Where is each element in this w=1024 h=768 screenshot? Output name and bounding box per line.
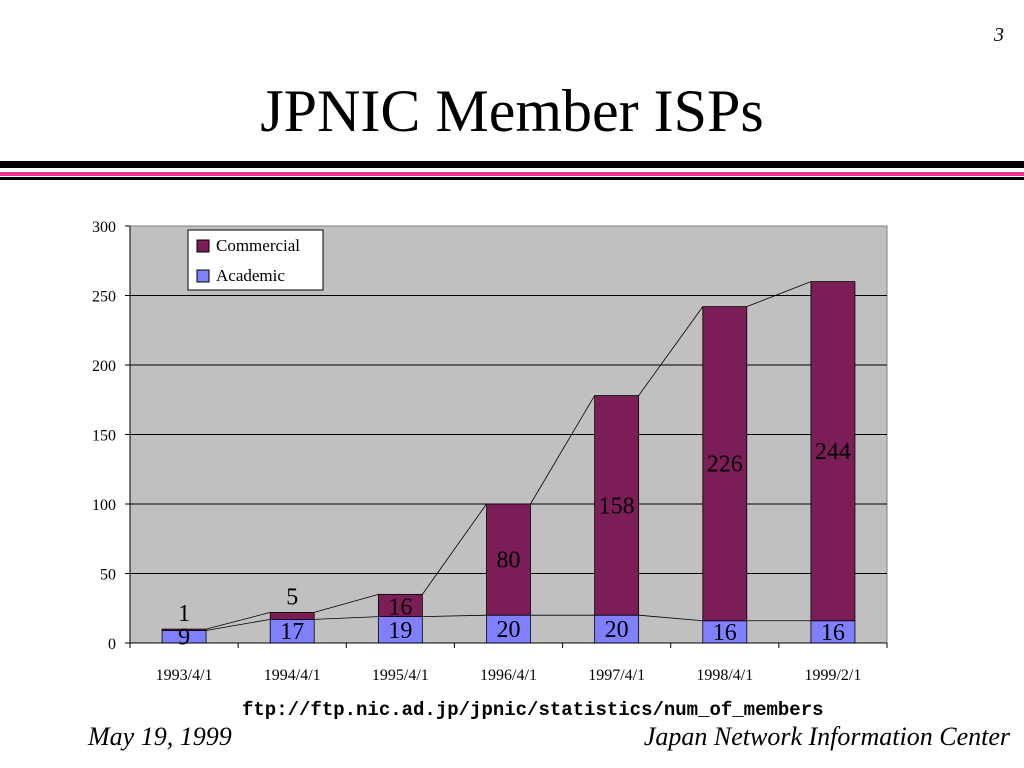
y-tick-label: 250 bbox=[92, 289, 116, 306]
series-lines bbox=[205, 281, 812, 631]
x-axis: 1993/4/1 1994/4/1 1995/4/1 1996/4/1 1997/4/1… bbox=[129, 642, 888, 684]
x-tick-label: 1993/4/1 bbox=[156, 667, 213, 684]
y-tick-label: 50 bbox=[100, 567, 116, 584]
label-commercial: 80 bbox=[497, 548, 521, 574]
bars bbox=[161, 281, 856, 644]
label-commercial: 1 bbox=[178, 601, 190, 627]
title-rule-bottom bbox=[0, 177, 1024, 180]
x-tick-label: 1996/4/1 bbox=[480, 667, 537, 684]
series-line-academic bbox=[422, 614, 487, 617]
series-line-commercial bbox=[638, 306, 704, 396]
series-line-commercial bbox=[422, 503, 487, 595]
slide-title: JPNIC Member ISPs bbox=[260, 78, 764, 144]
series-line-commercial bbox=[314, 593, 379, 613]
y-tick-label: 0 bbox=[108, 636, 116, 653]
legend-swatch bbox=[196, 239, 210, 253]
x-tick-label: 1994/4/1 bbox=[264, 667, 321, 684]
legend-box bbox=[187, 229, 324, 291]
bar-academic bbox=[377, 616, 423, 644]
label-commercial: 16 bbox=[388, 594, 412, 620]
y-tick-label: 150 bbox=[92, 428, 116, 445]
bar-commercial bbox=[269, 612, 315, 620]
bar-commercial bbox=[594, 395, 640, 616]
series-line-academic bbox=[206, 618, 271, 631]
label-commercial: 5 bbox=[286, 584, 298, 610]
label-academic: 9 bbox=[178, 625, 190, 651]
label-academic: 19 bbox=[388, 618, 412, 644]
page-number: 3 bbox=[994, 24, 1004, 46]
label-commercial: 158 bbox=[599, 493, 635, 519]
series-line-commercial bbox=[746, 281, 812, 307]
legend-swatch bbox=[196, 269, 210, 283]
x-tick-label: 1998/4/1 bbox=[696, 667, 753, 684]
legend-label: Academic bbox=[216, 266, 285, 285]
bar-commercial bbox=[377, 593, 423, 617]
y-axis: 0 50 100 150 200 250 300 bbox=[92, 219, 131, 653]
bar-academic bbox=[594, 614, 640, 644]
label-academic: 20 bbox=[605, 617, 629, 643]
source-url: ftp://ftp.nic.ad.jp/jpnic/statistics/num… bbox=[242, 699, 824, 721]
label-academic: 16 bbox=[713, 620, 737, 646]
y-tick-label: 100 bbox=[92, 497, 116, 514]
label-academic: 17 bbox=[280, 619, 304, 645]
x-tick-label: 1995/4/1 bbox=[372, 667, 429, 684]
label-academic: 20 bbox=[497, 617, 521, 643]
bar-commercial bbox=[161, 628, 207, 631]
x-tick-label: 1999/2/1 bbox=[804, 667, 861, 684]
label-commercial: 226 bbox=[707, 452, 743, 478]
legend: Commercial Academic bbox=[187, 229, 324, 291]
bar-commercial bbox=[486, 503, 531, 616]
bar-academic bbox=[486, 614, 531, 644]
footer-organization: Japan Network Information Center bbox=[643, 722, 1010, 751]
label-academic: 16 bbox=[821, 620, 845, 646]
title-rule-accent bbox=[0, 172, 1024, 176]
series-line-commercial bbox=[530, 395, 595, 505]
y-tick-label: 200 bbox=[92, 358, 116, 375]
series-line-academic bbox=[638, 614, 703, 622]
bar-commercial bbox=[810, 281, 856, 622]
x-tick-label: 1997/4/1 bbox=[588, 667, 645, 684]
legend-label: Commercial bbox=[216, 236, 300, 255]
series-line-commercial bbox=[205, 612, 271, 630]
series-line-academic bbox=[314, 616, 379, 620]
label-commercial: 244 bbox=[815, 439, 851, 465]
footer-date: May 19, 1999 bbox=[88, 722, 232, 751]
title-rule-top bbox=[0, 161, 1024, 168]
y-tick-label: 300 bbox=[92, 219, 116, 236]
bar-commercial bbox=[702, 306, 748, 622]
